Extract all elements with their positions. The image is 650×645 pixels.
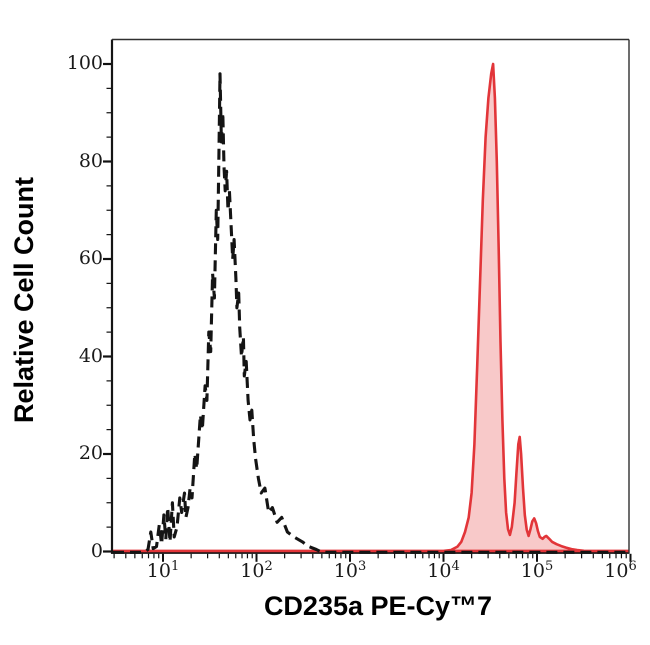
x-tick-label: 102 (240, 559, 273, 582)
x-axis-title: CD235a PE-Cy™7 (263, 591, 493, 621)
x-tick-label: 104 (427, 559, 460, 582)
y-tick-label: 80 (78, 149, 103, 172)
x-tick-label: 106 (604, 559, 637, 582)
y-axis-title: Relative Cell Count (9, 176, 39, 424)
black-dashed-series (113, 72, 629, 554)
y-tick-label: 40 (78, 344, 103, 367)
y-tick-label: 0 (90, 539, 103, 562)
x-tick-label: 105 (520, 559, 554, 582)
y-tick-label: 100 (66, 52, 103, 74)
x-tick-label: 103 (333, 559, 367, 582)
red-filled-series (111, 62, 630, 553)
x-tick-label: 101 (146, 559, 180, 582)
y-tick-label: 60 (78, 247, 103, 269)
y-tick-label: 20 (78, 442, 103, 464)
